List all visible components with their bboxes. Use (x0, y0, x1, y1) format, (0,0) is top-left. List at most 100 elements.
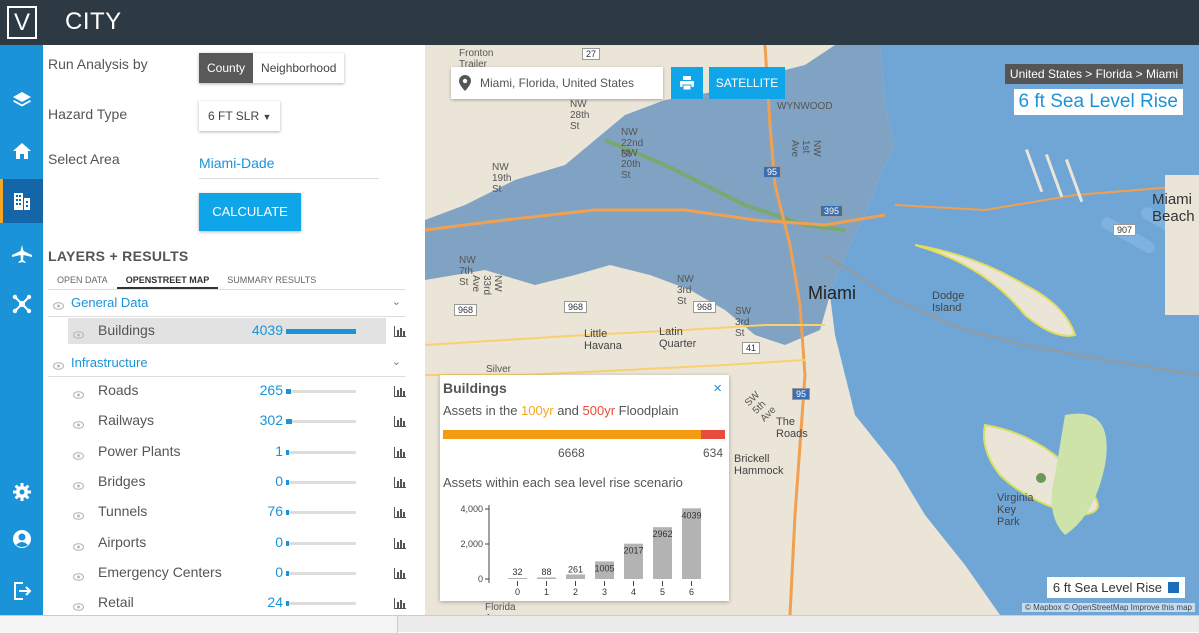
calculate-button[interactable]: CALCULATE (199, 193, 301, 231)
status-slot (0, 616, 398, 633)
count-500yr: 634 (702, 446, 723, 460)
bar-chart-icon[interactable] (394, 445, 406, 463)
eye-icon[interactable] (72, 386, 85, 404)
bar-value-label: 2962 (652, 529, 672, 539)
layer-count-bar (286, 510, 356, 516)
bar-value-label: 88 (541, 567, 551, 577)
layer-row[interactable]: Buildings 4039 (48, 318, 406, 344)
eye-icon[interactable] (72, 416, 85, 434)
eye-icon[interactable] (72, 326, 85, 344)
layer-row[interactable]: Bridges 0 (48, 469, 406, 495)
app-logo[interactable]: V (7, 6, 37, 39)
layer-count: 0 (275, 472, 283, 489)
chart-bar (537, 577, 556, 579)
eye-icon[interactable] (52, 297, 65, 315)
airport-icon[interactable] (0, 232, 43, 276)
layer-name: Railways (98, 412, 155, 429)
bar-chart-icon[interactable] (394, 414, 406, 432)
eye-icon[interactable] (72, 477, 85, 495)
legend-label: 6 ft Sea Level Rise (1052, 580, 1162, 595)
satellite-button[interactable]: SATELLITE (709, 67, 785, 99)
map-label: NW 33rd Ave (470, 275, 503, 296)
map-view[interactable]: Fronton Trailer Park NW 28th St WYNWOOD … (425, 45, 1199, 615)
chart-bar (595, 561, 614, 579)
x-tick-label: 3 (602, 587, 607, 597)
close-icon[interactable]: × (713, 380, 722, 397)
settings-icon[interactable] (0, 470, 43, 514)
map-attribution[interactable]: © Mapbox © OpenStreetMap Improve this ma… (1022, 603, 1195, 612)
layer-tabs: OPEN DATA OPENSTREET MAP SUMMARY RESULTS (48, 271, 405, 290)
layer-count-bar (286, 601, 356, 607)
floodplain-500yr-label: 500yr (582, 403, 616, 418)
area-selector[interactable]: Miami-Dade (199, 155, 379, 179)
hazard-type-value: 6 FT SLR (208, 109, 260, 123)
logout-icon[interactable] (0, 569, 43, 613)
x-tick-label: 1 (544, 587, 549, 597)
analysis-panel: Run Analysis by County Neighborhood Haza… (43, 45, 425, 615)
eye-icon[interactable] (72, 538, 85, 556)
eye-icon[interactable] (72, 507, 85, 525)
layer-row[interactable]: Tunnels 76 (48, 499, 406, 525)
road-shield: 968 (454, 304, 478, 316)
bar-chart-icon[interactable] (394, 596, 406, 614)
county-option[interactable]: County (199, 53, 254, 83)
bar-chart-icon[interactable] (394, 324, 406, 342)
layer-count-bar (286, 479, 356, 485)
map-label: NW 28th St (570, 99, 590, 132)
bar-chart-icon[interactable] (394, 566, 406, 584)
bar-chart-icon[interactable] (394, 384, 406, 402)
map-label: WYNWOOD (777, 101, 833, 112)
layers-icon[interactable] (0, 78, 43, 122)
layer-count: 4039 (251, 322, 283, 338)
layer-count-bar (286, 329, 356, 334)
eye-icon[interactable] (72, 568, 85, 586)
location-search-value: Miami, Florida, United States (480, 76, 635, 90)
home-icon[interactable] (0, 129, 43, 173)
tab-openstreet-map[interactable]: OPENSTREET MAP (116, 271, 219, 289)
app-title: CITY (65, 8, 122, 35)
y-tick-label: 0 (478, 574, 483, 584)
layer-count: 302 (259, 412, 283, 429)
eye-icon[interactable] (72, 598, 85, 615)
buildings-icon[interactable] (0, 179, 43, 223)
layer-count-bar (286, 389, 356, 394)
bar-chart-icon[interactable] (394, 505, 406, 523)
map-label: NW 20th St (621, 148, 641, 181)
layer-group[interactable]: Infrastructure ⌄ (48, 350, 405, 377)
print-icon (680, 76, 694, 91)
map-label: NW 22nd St (621, 127, 644, 160)
bar-chart-icon[interactable] (394, 536, 406, 554)
map-label: NW 3rd St (677, 274, 694, 307)
chevron-down-icon[interactable]: ⌄ (391, 296, 401, 308)
map-label: NW 1st Ave (789, 140, 822, 158)
caret-down-icon: ▼ (262, 112, 272, 122)
legend-swatch (1168, 582, 1179, 593)
network-icon[interactable] (0, 282, 43, 326)
layer-row[interactable]: Airports 0 (48, 530, 406, 556)
tab-summary-results[interactable]: SUMMARY RESULTS (227, 275, 317, 285)
road-shield: 968 (564, 301, 588, 313)
hazard-type-dropdown[interactable]: 6 FT SLR ▼ (199, 101, 281, 131)
road-shield: 395 (820, 205, 844, 217)
layer-row[interactable]: Power Plants 1 (48, 439, 406, 465)
map-canvas[interactable] (425, 45, 1199, 615)
location-search[interactable]: Miami, Florida, United States (451, 67, 663, 99)
layer-row[interactable]: Roads 265 (48, 378, 406, 404)
map-label: NW 19th St (492, 162, 512, 195)
slr-bar-chart: 4,000 2,000 0 32 0 88 1 261 2 1005 3 2017 4 2962 5 4039… (460, 504, 701, 597)
eye-icon[interactable] (72, 447, 85, 465)
road-shield: 27 (582, 48, 601, 60)
eye-icon[interactable] (52, 357, 65, 375)
chevron-down-icon[interactable]: ⌄ (391, 356, 401, 368)
layer-group[interactable]: General Data ⌄ (48, 290, 405, 317)
tab-open-data[interactable]: OPEN DATA (57, 275, 108, 285)
layer-row[interactable]: Railways 302 (48, 408, 406, 434)
x-tick-label: 5 (660, 587, 665, 597)
neighborhood-option[interactable]: Neighborhood (253, 53, 345, 83)
layer-row[interactable]: Emergency Centers 0 (48, 560, 406, 586)
user-icon[interactable] (0, 517, 43, 561)
print-button[interactable] (671, 67, 703, 99)
layer-name: Bridges (98, 472, 146, 489)
bar-chart-icon[interactable] (394, 475, 406, 493)
layer-row[interactable]: Retail 24 (48, 590, 406, 615)
